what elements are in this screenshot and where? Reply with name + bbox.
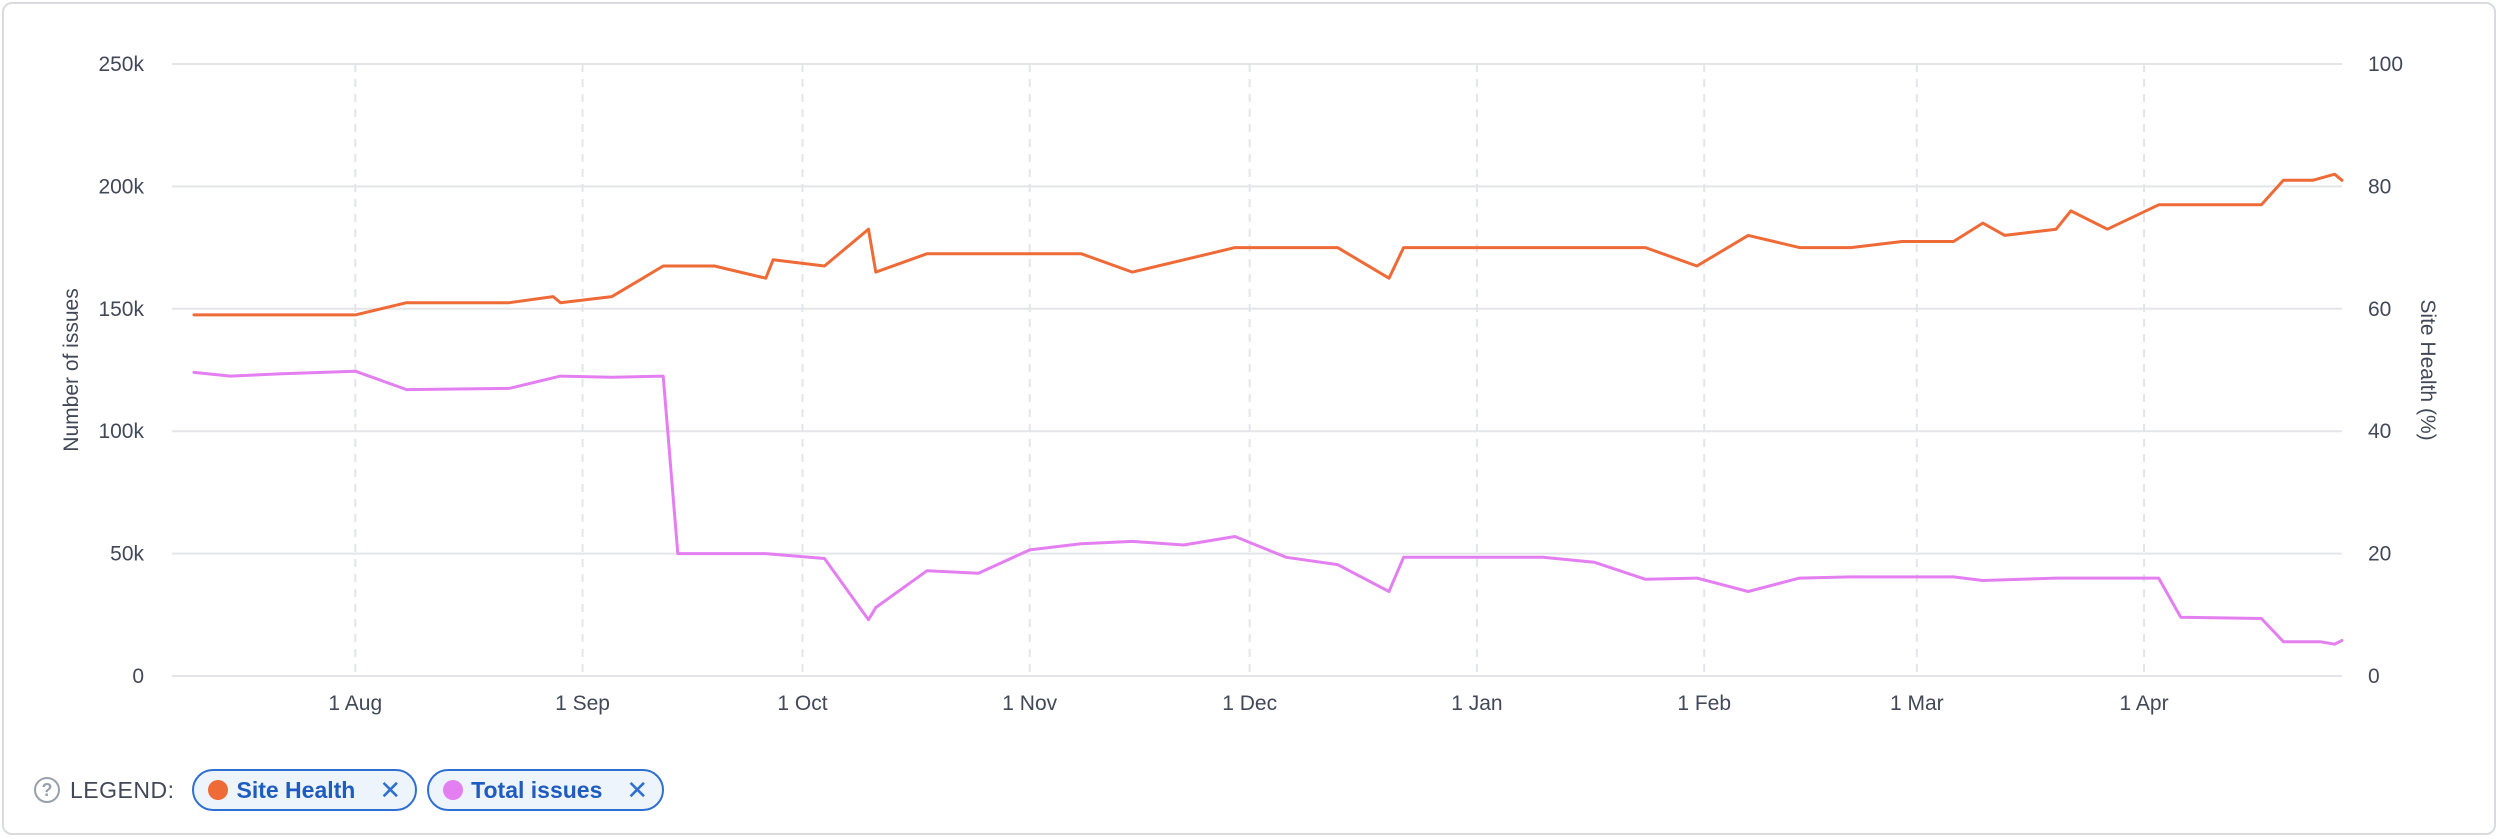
help-icon[interactable]: ? (34, 777, 60, 803)
vertical-gridlines (354, 64, 2146, 676)
right-tick-label: 40 (2368, 420, 2391, 443)
site-health-line (192, 172, 2344, 317)
x-tick-label: 1 Feb (1677, 692, 1731, 715)
x-tick-label: 1 Mar (1890, 692, 1944, 715)
legend-title: LEGEND: (70, 776, 175, 803)
right-tick-label: 80 (2368, 175, 2391, 198)
left-tick-label: 0 (132, 665, 144, 688)
x-tick-label: 1 Aug (328, 692, 382, 715)
x-tick-label: 1 Jan (1451, 692, 1502, 715)
left-tick-label: 150k (98, 298, 144, 321)
series-lines (192, 172, 2344, 646)
x-tick-label: 1 Dec (1222, 692, 1277, 715)
left-tick-label: 100k (98, 420, 144, 443)
right-axis-title: Site Health (%) (2416, 299, 2439, 440)
left-tick-label: 200k (98, 175, 144, 198)
right-tick-label: 20 (2368, 543, 2391, 566)
x-axis-ticks: 1 Aug 1 Sep 1 Oct 1 Nov 1 Dec 1 Jan 1 Feb 1 Mar… (328, 692, 2168, 715)
total-issues-line (192, 369, 2344, 646)
legend-item-label: Site Health (236, 776, 356, 803)
left-tick-label: 250k (98, 53, 144, 76)
left-axis-ticks: 0 50k 100k 150k 200k 250k (98, 53, 144, 688)
horizontal-gridlines (172, 63, 2342, 677)
legend-item-site-health[interactable]: Site Health ✕ (192, 769, 418, 811)
right-tick-label: 0 (2368, 665, 2380, 688)
total-issues-color-dot (443, 780, 464, 800)
left-axis-title: Number of issues (60, 288, 83, 451)
x-tick-label: 1 Nov (1002, 692, 1057, 715)
right-axis-ticks: 0 20 40 60 80 100 (2368, 53, 2403, 688)
legend-item-total-issues[interactable]: Total issues ✕ (427, 769, 665, 811)
right-tick-label: 60 (2368, 298, 2391, 321)
x-tick-label: 1 Oct (777, 692, 827, 715)
close-icon[interactable]: ✕ (379, 775, 402, 805)
legend-item-label: Total issues (471, 776, 603, 803)
x-tick-label: 1 Apr (2120, 692, 2169, 715)
x-tick-label: 1 Sep (555, 692, 610, 715)
right-tick-label: 100 (2368, 53, 2403, 76)
left-tick-label: 50k (110, 543, 144, 566)
close-icon[interactable]: ✕ (626, 775, 649, 805)
legend: ? LEGEND: Site Health ✕ Total issues ✕ (34, 768, 665, 812)
site-health-color-dot (208, 780, 229, 800)
